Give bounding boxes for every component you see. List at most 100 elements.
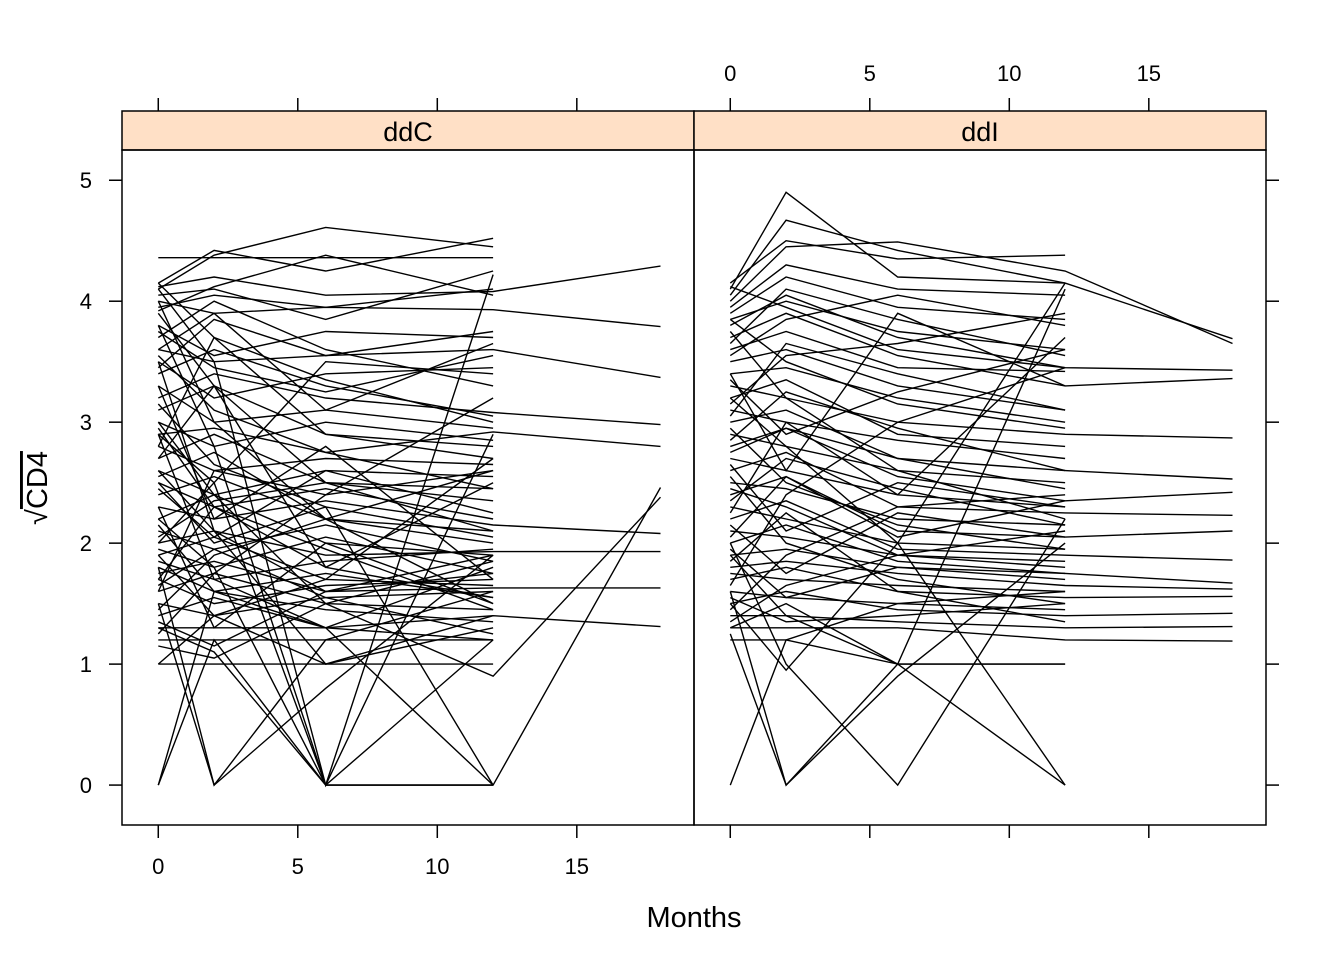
series-line-ddI-61 — [729, 288, 1066, 357]
series-line-ddI-59 — [729, 530, 1066, 623]
series-line-ddC-44 — [157, 274, 494, 788]
series-line-ddC-51 — [158, 627, 494, 787]
series-line-ddI-18 — [730, 427, 1233, 502]
series-line-ddI-5 — [729, 264, 1066, 308]
series-line-ddI-66 — [730, 596, 1066, 623]
series-line-ddI-34 — [730, 627, 1233, 642]
x-tick-label-top: 0 — [724, 61, 736, 86]
y-axis-title-text: √CD4 — [22, 451, 54, 525]
series-line-ddC-30 — [158, 566, 494, 599]
series-line-ddC-8 — [157, 324, 494, 357]
series-line-ddI-6 — [729, 276, 1066, 321]
series-line-ddC-79 — [157, 355, 494, 490]
series-line-ddC-49 — [157, 434, 494, 786]
series-line-ddI-28 — [730, 560, 1233, 590]
strip-label-ddC: ddC — [383, 117, 433, 147]
series-line-ddI-53 — [729, 494, 1066, 611]
series-line-ddI-68 — [729, 475, 1066, 538]
series-line-ddC-70 — [157, 282, 494, 448]
series-line-ddC-5 — [158, 270, 494, 321]
strip-ddI — [693, 110, 1267, 151]
x-axis-title: Months — [646, 902, 741, 934]
series-line-ddC-34 — [158, 590, 494, 617]
y-axis-label: CD4 — [22, 451, 54, 509]
series-line-ddI-63 — [729, 548, 1066, 599]
y-tick-label: 2 — [80, 531, 92, 556]
series-line-ddC-58 — [157, 312, 494, 411]
series-line-ddC-47 — [157, 554, 494, 787]
x-tick-label-bottom: 15 — [565, 854, 589, 879]
y-axis-title: √CD4 — [22, 451, 54, 525]
series-line-ddI-64 — [729, 318, 1066, 429]
series-line-ddI-22 — [730, 475, 1233, 538]
series-line-ddC-54 — [157, 384, 494, 569]
series-line-ddI-54 — [729, 391, 1066, 472]
series-line-ddC-65 — [157, 469, 494, 538]
x-tick-label-bottom: 10 — [425, 854, 449, 879]
series-line-ddC-72 — [157, 481, 494, 538]
panel-ddI: ddI — [693, 110, 1267, 826]
series-line-ddI-37 — [729, 590, 1066, 786]
series-line-ddC-75 — [158, 288, 494, 309]
series-line-ddI-51 — [729, 294, 1066, 357]
series-line-ddC-7 — [158, 254, 494, 312]
lines-ddI — [729, 191, 1233, 787]
series-line-ddC-48 — [157, 638, 494, 786]
series-line-ddI-24 — [730, 500, 1233, 561]
series-line-ddI-56 — [729, 348, 1066, 436]
lines-ddC — [157, 226, 662, 788]
panel-frame-ddI — [693, 149, 1267, 826]
y-tick-label: 5 — [80, 168, 92, 193]
series-line-ddC-13 — [157, 385, 494, 429]
series-line-ddC-26 — [158, 530, 661, 556]
series-line-ddI-11 — [730, 348, 1066, 411]
x-tick-label-top: 10 — [997, 61, 1021, 86]
series-line-ddC-2 — [157, 237, 494, 284]
series-line-ddI-67 — [729, 312, 1066, 405]
series-line-ddC-23 — [158, 500, 661, 535]
series-line-ddI-8 — [729, 294, 1233, 371]
series-line-ddC-60 — [157, 457, 494, 617]
y-tick-label: 4 — [80, 289, 92, 314]
series-line-ddC-4 — [157, 226, 494, 290]
panel-ddC: ddC — [121, 110, 695, 826]
series-line-ddI-33 — [730, 615, 1233, 629]
series-line-ddI-4 — [729, 241, 1233, 345]
series-line-ddI-27 — [730, 548, 1066, 581]
series-line-ddI-50 — [729, 512, 1066, 575]
series-line-ddI-14 — [730, 379, 1066, 448]
series-line-ddI-62 — [729, 457, 1066, 526]
strip-label-ddI: ddI — [961, 117, 999, 147]
series-line-ddC-29 — [158, 548, 494, 581]
series-line-ddI-60 — [729, 427, 1066, 550]
series-line-ddC-53 — [157, 300, 494, 605]
series-line-ddC-36 — [158, 627, 494, 641]
series-line-ddI-44 — [729, 312, 1066, 472]
series-line-ddC-64 — [157, 506, 494, 611]
series-line-ddC-74 — [158, 451, 494, 544]
x-tick-label-top: 5 — [864, 61, 876, 86]
y-tick-label: 3 — [80, 410, 92, 435]
y-tick-label: 1 — [80, 652, 92, 677]
series-line-ddC-61 — [157, 470, 494, 593]
series-line-ddC-40 — [157, 566, 494, 786]
series-line-ddC-80 — [158, 560, 494, 659]
series-line-ddC-76 — [157, 469, 494, 635]
series-line-ddI-40 — [729, 554, 1066, 786]
x-tick-label-top: 15 — [1137, 61, 1161, 86]
series-line-ddI-55 — [729, 512, 1066, 623]
series-line-ddI-48 — [729, 476, 1066, 605]
series-line-ddI-26 — [730, 524, 1233, 584]
series-line-ddI-47 — [729, 367, 1066, 586]
series-line-ddC-56 — [157, 397, 494, 592]
x-tick-label-bottom: 5 — [292, 854, 304, 879]
x-tick-label-bottom: 0 — [152, 854, 164, 879]
series-line-ddC-3 — [158, 265, 661, 296]
y-tick-label: 0 — [80, 773, 92, 798]
series-line-ddC-78 — [157, 548, 494, 635]
y-axis-sqrt-symbol: √ — [22, 509, 54, 525]
series-line-ddI-3 — [729, 219, 1233, 340]
series-line-ddI-9 — [730, 312, 1233, 387]
series-line-ddI-65 — [730, 427, 1066, 490]
